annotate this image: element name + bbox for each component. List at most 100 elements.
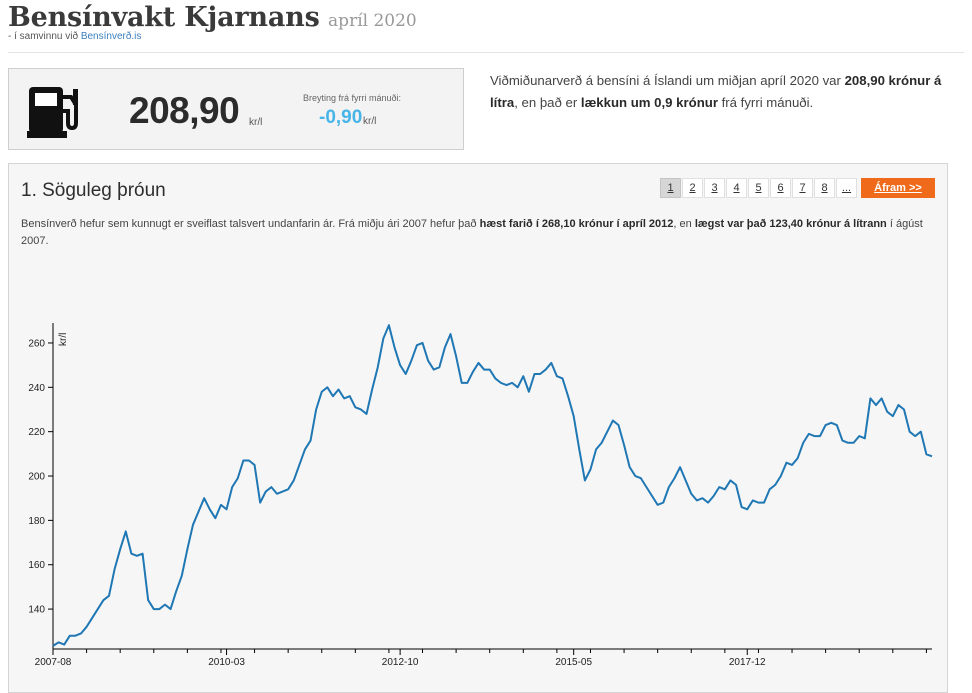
data-point — [505, 384, 507, 386]
intro-paragraph: Viðmiðunarverð á bensíni á Íslandi um mi… — [490, 70, 954, 114]
page-link-1[interactable]: 1 — [660, 178, 681, 198]
data-point — [595, 448, 597, 450]
data-point — [158, 608, 160, 610]
data-point — [640, 477, 642, 479]
y-tick-label: 200 — [28, 472, 45, 483]
data-point — [864, 437, 866, 439]
data-point — [539, 373, 541, 375]
data-point — [69, 634, 71, 636]
data-point — [326, 386, 328, 388]
data-point — [651, 495, 653, 497]
page-link-8[interactable]: 8 — [814, 178, 835, 198]
data-point — [63, 643, 65, 645]
data-point — [791, 464, 793, 466]
data-point — [164, 603, 166, 605]
data-point — [360, 408, 362, 410]
pagination: 1 2 3 4 5 6 7 8 ... Áfram >> — [660, 178, 935, 198]
data-point — [276, 493, 278, 495]
data-point — [561, 377, 563, 379]
data-point — [192, 524, 194, 526]
data-point — [281, 490, 283, 492]
data-point — [600, 442, 602, 444]
data-point — [841, 439, 843, 441]
change-label: Breyting frá fyrri mánuði: — [303, 93, 402, 103]
x-tick-label: 2007-08 — [35, 657, 72, 668]
data-point — [824, 424, 826, 426]
page-date: apríl 2020 — [328, 11, 417, 31]
data-point — [354, 406, 356, 408]
data-point — [752, 499, 754, 501]
page-link-6[interactable]: 6 — [770, 178, 791, 198]
desc-text-3: í ágúst 2007. — [21, 218, 923, 247]
data-point — [349, 395, 351, 397]
data-point — [920, 430, 922, 432]
data-point — [113, 568, 115, 570]
data-point — [511, 382, 513, 384]
data-point — [259, 501, 261, 503]
data-point — [405, 373, 407, 375]
change-value: -0,90 — [319, 107, 363, 128]
page-link-4[interactable]: 4 — [726, 178, 747, 198]
page-link-5[interactable]: 5 — [748, 178, 769, 198]
data-point — [125, 530, 127, 532]
data-point — [707, 501, 709, 503]
data-point — [690, 493, 692, 495]
data-point — [309, 439, 311, 441]
data-point — [181, 575, 183, 577]
data-point — [85, 626, 87, 628]
data-point — [746, 508, 748, 510]
partner-link[interactable]: Bensínverð.is — [80, 31, 142, 42]
data-point — [242, 459, 244, 461]
y-tick-label: 240 — [28, 383, 45, 394]
intro-text-2: , en það er — [514, 95, 581, 110]
partner-prefix: - í samvinnu við — [8, 31, 79, 42]
data-point — [880, 397, 882, 399]
data-point — [550, 362, 552, 364]
data-point — [265, 490, 267, 492]
data-point — [500, 382, 502, 384]
data-point — [91, 617, 93, 619]
data-point — [897, 404, 899, 406]
intro-bold-price: 208,90 krónur á lítra — [490, 73, 942, 110]
section-description: Bensínverð hefur sem kunnugt er sveiflas… — [21, 216, 933, 250]
data-point — [186, 548, 188, 550]
data-point — [477, 362, 479, 364]
data-point — [785, 462, 787, 464]
y-tick-label: 160 — [28, 560, 45, 571]
data-point — [388, 324, 390, 326]
data-point — [712, 495, 714, 497]
data-point — [931, 455, 933, 457]
data-point — [377, 366, 379, 368]
data-point — [830, 422, 832, 424]
desc-bold-min: lægst var það 123,40 krónur á lítrann — [694, 218, 887, 230]
desc-bold-max: hæst farið í 268,10 krónur í apríl 2012 — [479, 218, 674, 230]
price-summary-box: 208,90 kr/l Breyting frá fyrri mánuði: -… — [8, 68, 464, 150]
data-point — [634, 475, 636, 477]
data-point — [556, 375, 558, 377]
data-point — [321, 391, 323, 393]
data-point — [141, 552, 143, 554]
data-point — [298, 464, 300, 466]
page-link-3[interactable]: 3 — [704, 178, 725, 198]
fuel-pump-icon — [27, 87, 78, 138]
data-point — [802, 442, 804, 444]
x-tick-label: 2012-10 — [382, 657, 419, 668]
page-link-2[interactable]: 2 — [682, 178, 703, 198]
data-point — [606, 430, 608, 432]
data-point — [903, 408, 905, 410]
data-point — [427, 360, 429, 362]
data-point — [416, 344, 418, 346]
data-point — [399, 364, 401, 366]
page-link-more[interactable]: ... — [836, 178, 857, 198]
data-point — [382, 337, 384, 339]
data-point — [57, 641, 59, 643]
page-link-7[interactable]: 7 — [792, 178, 813, 198]
data-point — [343, 397, 345, 399]
data-point — [449, 333, 451, 335]
next-page-button[interactable]: Áfram >> — [861, 178, 935, 198]
data-point — [819, 435, 821, 437]
data-point — [516, 386, 518, 388]
data-point — [724, 488, 726, 490]
data-point — [231, 486, 233, 488]
data-point — [119, 548, 121, 550]
